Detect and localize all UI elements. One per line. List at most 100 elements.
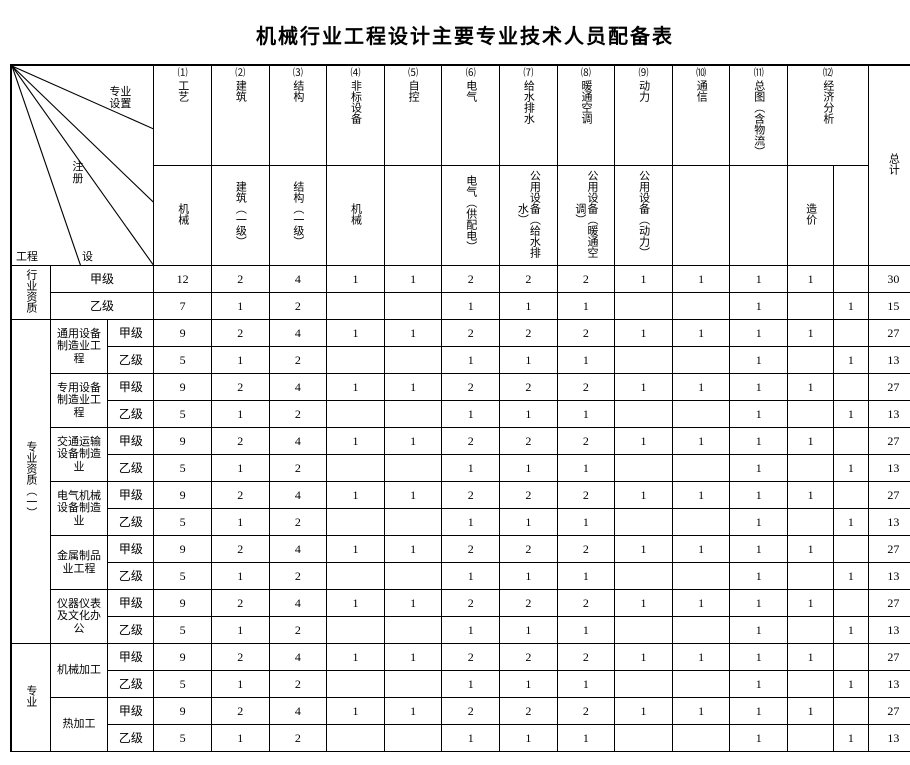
category-cell: 机械加工 [50, 644, 108, 698]
data-cell: 1 [730, 536, 788, 563]
data-cell: 2 [500, 590, 558, 617]
data-cell [615, 509, 673, 536]
data-cell: 2 [269, 617, 327, 644]
category-cell: 电气机械设备制造业 [50, 482, 108, 536]
data-cell [834, 374, 869, 401]
category-cell: 热加工 [50, 698, 108, 752]
col-number: ⑼ [616, 68, 671, 80]
data-cell: 1 [730, 617, 788, 644]
data-cell: 2 [500, 644, 558, 671]
level-cell: 乙级 [108, 617, 154, 644]
data-cell: 2 [211, 266, 269, 293]
level-cell: 乙级 [108, 401, 154, 428]
data-cell: 2 [269, 347, 327, 374]
data-cell: 2 [211, 590, 269, 617]
col-name: 建筑 [234, 80, 246, 102]
category-cell: 专用设备制造业工程 [50, 374, 108, 428]
data-cell: 1 [788, 428, 834, 455]
col-number: ⑴ [155, 68, 210, 80]
group-name: 行业资质 [25, 269, 37, 313]
data-cell: 1 [730, 698, 788, 725]
data-cell: 1 [442, 617, 500, 644]
data-cell: 1 [730, 401, 788, 428]
data-cell: 1 [615, 698, 673, 725]
label-she: 设 [82, 251, 93, 263]
col-header: ⑾总图（含物流） [730, 65, 788, 166]
data-cell: 1 [384, 698, 442, 725]
data-cell: 1 [500, 455, 558, 482]
data-cell: 1 [384, 320, 442, 347]
data-cell [672, 617, 730, 644]
data-cell: 12 [154, 266, 212, 293]
col-subheader: 公用设备（动力） [615, 166, 673, 266]
data-cell: 2 [211, 644, 269, 671]
data-cell: 1 [672, 320, 730, 347]
data-cell: 1 [615, 428, 673, 455]
group-name: 专业资质（一） [25, 441, 37, 518]
total-cell: 13 [868, 617, 910, 644]
data-cell [834, 644, 869, 671]
data-cell: 1 [384, 428, 442, 455]
data-cell: 5 [154, 671, 212, 698]
col-number: ⑿ [789, 68, 867, 80]
data-cell [672, 563, 730, 590]
table-row: 电气机械设备制造业甲级92411222111127 [11, 482, 910, 509]
total-cell: 27 [868, 428, 910, 455]
col-subheader [672, 166, 730, 266]
data-cell: 9 [154, 536, 212, 563]
data-cell: 5 [154, 401, 212, 428]
data-cell: 2 [269, 671, 327, 698]
data-cell: 2 [557, 266, 615, 293]
data-cell [788, 563, 834, 590]
level-cell: 甲级 [108, 428, 154, 455]
data-cell: 1 [557, 563, 615, 590]
col-name: 总图（含物流） [753, 80, 765, 157]
diagonal-header: 专业 设置 注 册 工程 设 [11, 65, 154, 266]
data-cell: 1 [672, 644, 730, 671]
data-cell: 1 [615, 482, 673, 509]
data-cell [384, 455, 442, 482]
data-cell [327, 509, 385, 536]
data-cell [672, 509, 730, 536]
data-cell: 4 [269, 536, 327, 563]
data-cell: 1 [211, 671, 269, 698]
col-subname: 机械 [177, 203, 189, 225]
data-cell: 2 [442, 266, 500, 293]
data-cell: 1 [672, 374, 730, 401]
data-cell: 1 [500, 671, 558, 698]
col-number: ⑶ [271, 68, 326, 80]
data-cell [615, 617, 673, 644]
data-cell: 1 [834, 347, 869, 374]
total-cell: 13 [868, 563, 910, 590]
data-cell: 2 [442, 374, 500, 401]
col-number: ⑽ [674, 68, 729, 80]
data-cell: 1 [788, 698, 834, 725]
data-cell: 5 [154, 563, 212, 590]
total-cell: 27 [868, 536, 910, 563]
data-cell: 2 [269, 293, 327, 320]
data-cell: 1 [327, 536, 385, 563]
data-cell: 2 [442, 590, 500, 617]
data-cell [327, 455, 385, 482]
data-cell [788, 671, 834, 698]
data-cell: 1 [730, 293, 788, 320]
data-cell: 1 [384, 644, 442, 671]
col-header: ⑴工艺 [154, 65, 212, 166]
col-name: 动力 [637, 80, 649, 102]
col-subheader: 机械 [327, 166, 385, 266]
col-name: 经济分析 [822, 80, 834, 124]
data-cell: 2 [557, 374, 615, 401]
col-subname: 公用设备（动力） [637, 170, 649, 258]
data-cell: 1 [500, 509, 558, 536]
data-cell: 1 [557, 671, 615, 698]
data-cell: 1 [327, 644, 385, 671]
level-cell: 甲级 [108, 320, 154, 347]
data-cell: 1 [672, 590, 730, 617]
data-cell: 1 [442, 725, 500, 752]
data-cell: 9 [154, 428, 212, 455]
data-cell: 1 [442, 455, 500, 482]
data-cell [615, 293, 673, 320]
data-cell: 2 [442, 482, 500, 509]
data-cell [672, 725, 730, 752]
data-cell: 1 [730, 266, 788, 293]
